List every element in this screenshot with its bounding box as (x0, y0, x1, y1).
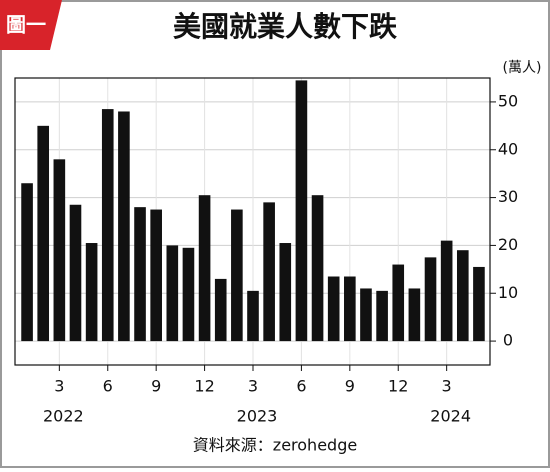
x-tick-label: 6 (296, 377, 306, 396)
bar (456, 250, 469, 342)
x-tick-label: 3 (248, 377, 258, 396)
bar (376, 290, 388, 342)
bar (473, 266, 485, 342)
bar (247, 290, 259, 342)
unit-label: (萬人) (503, 60, 542, 76)
bar (182, 247, 195, 342)
x-tick-label: 3 (442, 377, 452, 396)
bar (101, 109, 114, 342)
bar (21, 183, 33, 342)
source: 資料來源：zerohedge (193, 436, 357, 455)
bar (231, 209, 243, 342)
bar (198, 195, 211, 342)
x-tick-label: 3 (54, 377, 64, 396)
y-tick-label: 10 (498, 283, 518, 302)
bar (392, 264, 405, 342)
x-tick-label: 9 (345, 377, 355, 396)
bar (53, 159, 66, 342)
bar (360, 288, 372, 342)
badge-bg (0, 0, 62, 50)
bar (311, 195, 324, 342)
year-label: 2023 (237, 407, 278, 426)
bar (263, 202, 275, 342)
year-label: 2024 (430, 407, 471, 426)
bar (295, 80, 308, 342)
bar (344, 276, 356, 342)
x-tick-label: 6 (103, 377, 113, 396)
bar (37, 125, 50, 342)
bar (424, 257, 437, 342)
bar (327, 276, 340, 342)
y-tick-label: 0 (503, 331, 513, 350)
bar (85, 243, 98, 342)
badge: 圖一 (6, 13, 46, 37)
bar (408, 288, 421, 342)
bar (214, 278, 227, 342)
year-label: 2022 (43, 407, 84, 426)
bar (440, 240, 453, 342)
bar (150, 209, 162, 342)
y-tick-label: 20 (498, 235, 518, 254)
bar (134, 207, 146, 342)
x-tick-label: 12 (388, 377, 408, 396)
bar (69, 204, 82, 342)
x-tick-label: 12 (194, 377, 214, 396)
bar (279, 243, 292, 342)
y-tick-label: 30 (498, 187, 518, 206)
y-tick-label: 50 (498, 91, 518, 110)
bar (166, 245, 179, 342)
plot-frame (14, 77, 491, 366)
chart-title: 美國就業人數下跌 (173, 10, 397, 43)
y-tick-label: 40 (498, 139, 518, 158)
x-tick-label: 9 (151, 377, 161, 396)
bar (118, 111, 130, 342)
